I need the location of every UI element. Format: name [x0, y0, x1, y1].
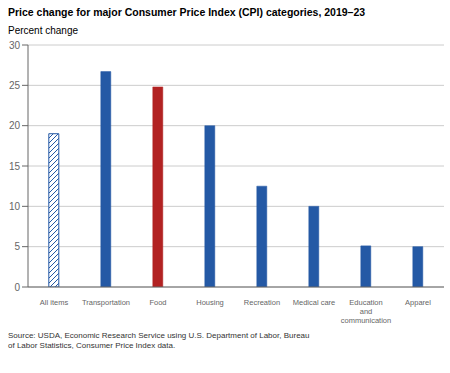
svg-text:0: 0 — [14, 282, 20, 293]
svg-text:30: 30 — [9, 40, 21, 51]
svg-text:10: 10 — [9, 201, 21, 212]
svg-text:Housing: Housing — [196, 298, 224, 307]
svg-text:Apparel: Apparel — [405, 298, 431, 307]
html-text:Price change for major Consume: Price change for major Consumer Price In… — [8, 6, 366, 18]
svg-text:5: 5 — [14, 241, 20, 252]
svg-text:15: 15 — [9, 161, 21, 172]
svg-text:Medical care: Medical care — [293, 298, 336, 307]
html-text:Source: USDA, Economic Researc: Source: USDA, Economic Research Service … — [8, 331, 310, 340]
svg-text:20: 20 — [9, 120, 21, 131]
svg-text:25: 25 — [9, 80, 21, 91]
svg-text:Transportation: Transportation — [82, 298, 130, 307]
html-text:of Labor Statistics, Consumer: of Labor Statistics, Consumer Price Inde… — [8, 341, 176, 350]
svg-text:All items: All items — [40, 298, 69, 307]
svg-text:Recreation: Recreation — [244, 298, 280, 307]
svg-text:Food: Food — [149, 298, 166, 307]
html-text:Percent change: Percent change — [8, 25, 79, 36]
svg-text:Educationandcommunication: Educationandcommunication — [341, 298, 391, 325]
